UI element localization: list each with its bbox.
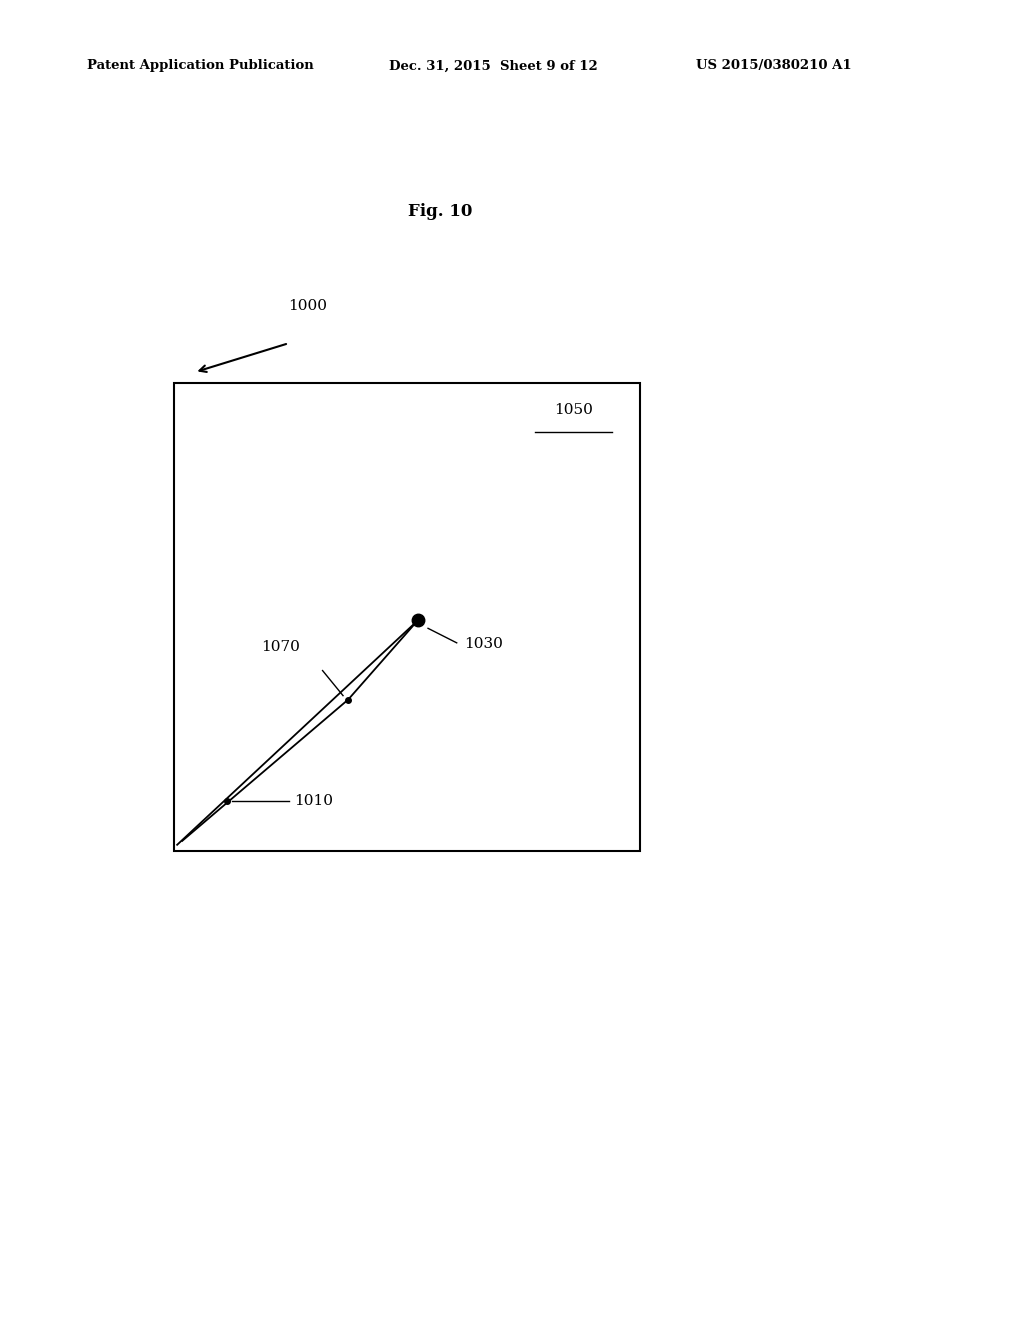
Bar [174,383,640,851]
Text: Fig. 10: Fig. 10 [409,203,472,219]
Text: Dec. 31, 2015  Sheet 9 of 12: Dec. 31, 2015 Sheet 9 of 12 [389,59,598,73]
Text: 1000: 1000 [288,298,327,313]
Text: 1010: 1010 [294,795,333,808]
Text: US 2015/0380210 A1: US 2015/0380210 A1 [696,59,852,73]
Text: 1070: 1070 [261,640,300,653]
Text: 1050: 1050 [554,403,593,417]
Text: Patent Application Publication: Patent Application Publication [87,59,313,73]
Text: 1030: 1030 [464,638,503,651]
